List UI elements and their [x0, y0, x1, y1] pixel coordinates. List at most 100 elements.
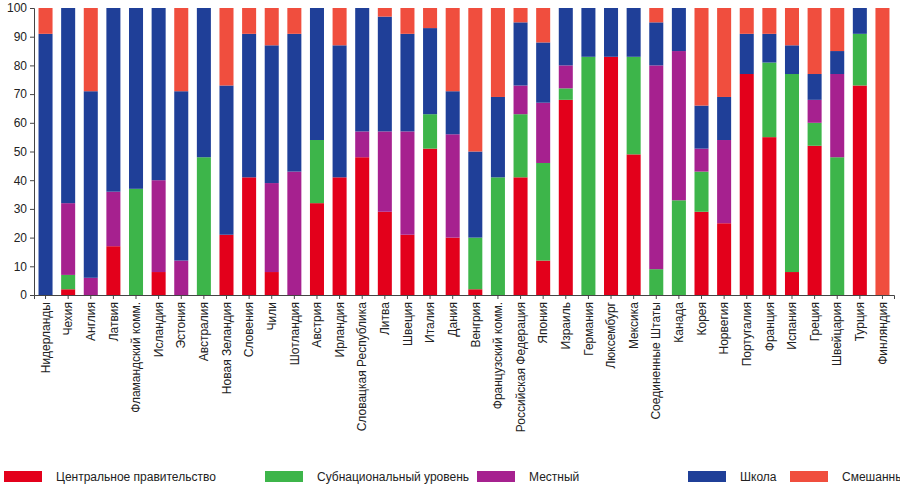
bar-segment [762, 34, 776, 63]
bar-segment [762, 137, 776, 295]
bar-segment [536, 8, 550, 42]
legend: Центральное правительство Субнациональный… [4, 470, 900, 484]
bar-segment [265, 183, 279, 272]
bar-segment [84, 278, 98, 295]
bar-segment [446, 238, 460, 295]
x-tick-label: Австрия [310, 302, 324, 348]
x-tick-mark [362, 295, 363, 299]
y-tick: 50 [14, 145, 34, 159]
y-axis-line [30, 9, 35, 296]
y-tick-mark [30, 152, 34, 153]
x-tick-mark [45, 295, 46, 299]
x-tick: Греция [808, 295, 822, 341]
bar-segment [785, 74, 799, 272]
bar-segment [287, 8, 301, 34]
bar-segment [197, 8, 211, 157]
y-tick-label: 30 [14, 202, 28, 216]
x-tick: Венгрия [469, 295, 483, 348]
x-tick-label: Словацкая Республика [355, 302, 369, 432]
bar-segment [740, 34, 754, 74]
x-tick: Французский комм. [491, 295, 505, 409]
bar-segment [400, 34, 414, 132]
x-tick-mark [384, 295, 385, 299]
bar-segment [491, 8, 505, 97]
bar-segment [627, 8, 641, 9]
x-tick: Канада [672, 295, 686, 343]
legend-label: Центральное правительство [56, 470, 216, 484]
x-tick-label: Французский комм. [491, 302, 505, 409]
bar-segment [536, 261, 550, 295]
x-tick-label: Фламандский комм. [129, 302, 143, 413]
bar-segment [446, 134, 460, 237]
x-tick-label: Норвегия [717, 302, 731, 355]
bar-segment [197, 8, 211, 9]
y-tick-label: 20 [14, 231, 28, 245]
x-tick: Литва [378, 295, 392, 335]
legend-swatch [477, 471, 515, 482]
x-tick-label: Чехия [61, 302, 75, 336]
x-tick: Соединенные Штаты [649, 295, 663, 420]
x-axis: НидерландыЧехияАнглияЛатвияФламандский к… [35, 295, 895, 432]
x-tick: Словения [242, 295, 256, 357]
bar-segment [785, 45, 799, 74]
x-tick-mark [656, 295, 657, 299]
y-tick: 70 [14, 87, 34, 101]
bar-segment [717, 140, 731, 223]
bar-segment [333, 8, 347, 45]
x-tick-mark [339, 295, 340, 299]
bar-segment [536, 163, 550, 261]
x-tick: Израиль [559, 295, 573, 349]
y-tick: 100 [7, 1, 34, 15]
bar-segment [559, 65, 573, 88]
bar-segment [61, 275, 75, 289]
y-tick: 20 [14, 231, 34, 245]
x-tick: Турция [853, 295, 867, 341]
bar-segment [378, 17, 392, 132]
x-tick: Фламандский комм. [129, 295, 143, 413]
x-tick-label: Нидерланды [39, 302, 53, 373]
y-tick-label: 50 [14, 145, 28, 159]
bar-segment [740, 8, 754, 34]
x-tick: Корея [695, 295, 709, 336]
x-tick-mark [452, 295, 453, 299]
x-tick: Португалия [740, 295, 754, 366]
bar-segment [536, 103, 550, 163]
bar-segment [129, 8, 143, 9]
bar-segment [400, 8, 414, 34]
bar-segment [649, 269, 663, 295]
bar-segment [559, 88, 573, 99]
legend-item: Местный [477, 470, 579, 484]
bar-segment [265, 8, 279, 45]
y-tick: 10 [14, 260, 34, 274]
x-tick-label: Канада [672, 302, 686, 343]
legend-item: Субнациональный уровень [265, 470, 469, 484]
x-tick-mark [181, 295, 182, 299]
y-tick-label: 90 [14, 30, 28, 44]
bar-segment [604, 57, 618, 295]
x-tick-mark [588, 295, 589, 299]
y-axis: 0102030405060708090100 [7, 1, 35, 302]
x-tick-label: Швейцария [830, 302, 844, 366]
bar-segment [378, 131, 392, 211]
bar-segment [830, 51, 844, 74]
x-tick-label: Исландия [152, 302, 166, 357]
bar-segment [310, 8, 324, 9]
bar-segment [627, 8, 641, 57]
bar-segment [242, 177, 256, 295]
x-tick-label: Соединенные Штаты [649, 302, 663, 420]
x-tick: Эстония [174, 295, 188, 349]
x-tick-label: Франция [763, 302, 777, 351]
x-tick: Испания [785, 295, 799, 350]
bar-segment [106, 192, 120, 247]
x-tick-mark [882, 295, 883, 299]
bar-segment [265, 45, 279, 183]
bar-segment [129, 189, 143, 295]
bar-segment [808, 8, 822, 74]
x-tick: Норвегия [717, 295, 731, 355]
x-tick-label: Словения [242, 302, 256, 357]
y-tick-label: 60 [14, 116, 28, 130]
legend-swatch [265, 471, 303, 482]
series-3 [39, 8, 867, 295]
x-tick-mark [430, 295, 431, 299]
x-tick: Чили [265, 295, 279, 330]
